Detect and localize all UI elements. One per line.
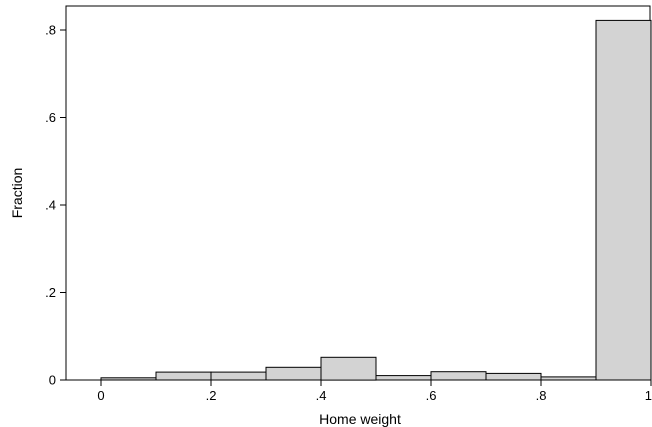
histogram-bar-4 [265,366,322,381]
x-tick-label: 1 [645,388,652,403]
histogram-bar-3 [210,371,267,381]
x-tick-label: 0 [97,388,104,403]
plot-frame [65,5,651,381]
histogram-bar-2 [155,371,212,381]
histogram-bar-7 [430,371,487,381]
x-axis: 0 .2 .4 .6 .8 1 [97,380,652,403]
x-tick-label: .8 [536,388,547,403]
histogram-bar-8 [485,372,542,381]
histogram-bar-10 [595,19,652,381]
y-tick-label: .2 [45,285,56,300]
x-tick-label: .2 [206,388,217,403]
y-tick-label: .8 [45,23,56,38]
x-axis-title: Home weight [319,411,401,427]
y-tick-label: 0 [49,373,56,388]
histogram-bar-1 [100,377,157,381]
histogram-bar-6 [375,375,432,381]
bars-group [100,19,652,381]
y-axis-title: Fraction [9,168,25,219]
x-tick-label: .4 [316,388,327,403]
y-tick-label: .4 [45,198,56,213]
x-tick-label: .6 [426,388,437,403]
histogram-bar-5 [320,356,377,381]
y-axis: 0 .2 .4 .6 .8 [45,23,66,388]
histogram-bar-9 [540,376,597,381]
y-tick-label: .6 [45,110,56,125]
